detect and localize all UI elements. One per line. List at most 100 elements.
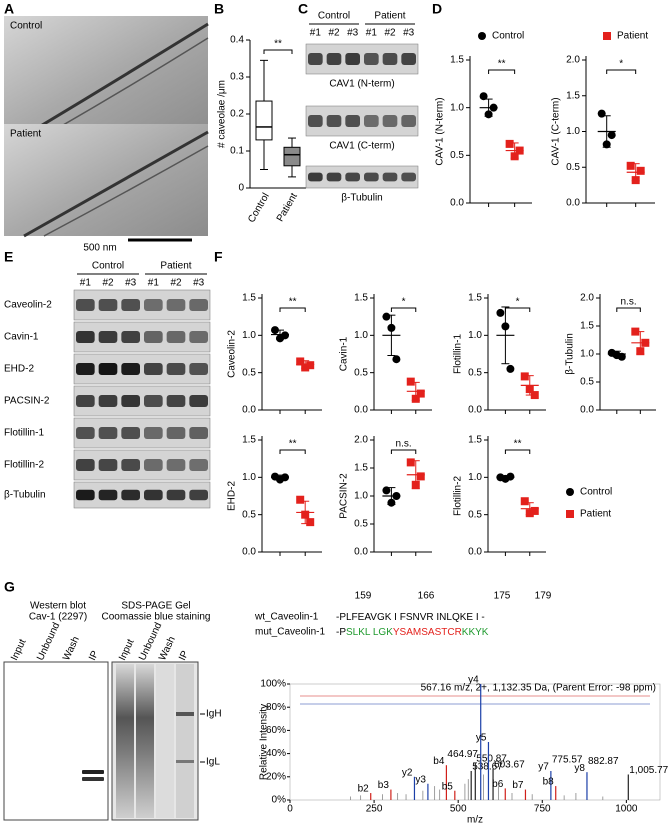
band [166, 459, 186, 471]
ip-band [82, 770, 104, 774]
y-tick-label: 0.5 [242, 367, 256, 378]
band [308, 115, 323, 127]
ion-label: y5 [476, 733, 487, 744]
significance: * [619, 59, 623, 70]
lane-label: #1 [80, 278, 92, 289]
lane-label: #2 [102, 278, 114, 289]
legend-marker [566, 510, 574, 518]
blot [73, 289, 211, 321]
data-point [406, 458, 415, 467]
box [283, 146, 301, 167]
y-tick-label: 2.0 [354, 435, 368, 446]
data-point [382, 312, 391, 321]
axis [585, 56, 655, 204]
data-point [416, 472, 425, 481]
data-point [520, 497, 529, 506]
data-point [271, 326, 279, 335]
y-tick-label: 1.0 [468, 472, 482, 483]
gel-title: SDS-PAGE Gel [121, 601, 190, 612]
data-point [617, 352, 626, 361]
y-tick-label: 0.5 [354, 519, 368, 530]
y-tick-label: 0.5 [354, 367, 368, 378]
y-tick-label: 0.5 [450, 150, 464, 161]
y-tick-label: 1.0 [450, 102, 464, 113]
panel-label: A [4, 1, 14, 17]
data-point [479, 92, 488, 101]
ion-label: b7 [512, 780, 524, 791]
y-tick-label: 1.5 [450, 55, 464, 66]
gel-lane [156, 664, 174, 818]
lane-label: #2 [170, 278, 182, 289]
membrane [23, 22, 209, 138]
data-point [597, 109, 606, 118]
lane-label: Input [9, 637, 28, 662]
y-tick-label: 0.0 [354, 547, 368, 558]
group-label: Patient [160, 261, 191, 272]
ion-label: b3 [378, 780, 390, 791]
y-tick-label: 0.0 [468, 547, 482, 558]
band [326, 53, 342, 65]
ion-label: b5 [442, 781, 454, 792]
significance: ** [274, 39, 282, 50]
ion-label: y8 [574, 763, 585, 774]
y-tick-label: 1.5 [566, 90, 580, 101]
lane-label: #3 [403, 28, 415, 39]
gel-title: Coomassie blue staining [102, 612, 211, 623]
y-axis-label: Flotillin-1 [453, 334, 464, 374]
lane-label: #3 [347, 28, 359, 39]
blot-title: Western blot [30, 601, 86, 612]
lane-label: #2 [384, 28, 396, 39]
significance-bracket [488, 69, 516, 74]
residue-number: 175 [494, 591, 511, 602]
band [189, 299, 208, 311]
box [255, 100, 273, 141]
y-tick-label: 1.0 [468, 330, 482, 341]
band [166, 427, 186, 439]
band [121, 489, 140, 501]
band [144, 395, 163, 407]
band [189, 459, 208, 471]
y-tick-label: 1.5 [242, 435, 256, 446]
x-tick-label: 750 [534, 804, 551, 815]
gel-lane [176, 664, 194, 818]
data-point [520, 372, 529, 381]
y-tick-label: 0.1 [230, 146, 244, 157]
y-tick-label: 1.0 [580, 349, 594, 360]
scale-bar-label: 500 nm [83, 243, 116, 254]
lane-label: #3 [125, 278, 137, 289]
data-point [406, 377, 415, 386]
band [144, 299, 163, 311]
band [121, 363, 140, 375]
band [98, 331, 118, 343]
gel-lane [136, 664, 154, 818]
y-tick-label: 80% [266, 702, 286, 713]
em-image [4, 124, 208, 236]
y-tick-label: 1.5 [468, 293, 482, 304]
y-tick-label: 1.0 [354, 491, 368, 502]
lane-label: Unbound [35, 621, 62, 662]
band [382, 53, 398, 65]
blot-label: CAV1 (N-term) [329, 79, 394, 90]
lane-label: IP [177, 649, 191, 663]
band [401, 115, 416, 127]
band [144, 459, 163, 471]
band [76, 363, 95, 375]
y-tick-label: 1.0 [242, 472, 256, 483]
significance: * [516, 297, 520, 308]
band [76, 459, 95, 471]
significance-bracket [504, 449, 531, 454]
lane-label: #1 [148, 278, 160, 289]
x-tick-label: Patient [275, 191, 300, 224]
data-point [416, 389, 425, 398]
band [121, 395, 140, 407]
data-point [296, 495, 305, 504]
y-tick-label: 20% [266, 771, 286, 782]
band [166, 363, 186, 375]
y-axis-label: Flotillin-2 [453, 476, 464, 516]
residue-number: 159 [355, 591, 372, 602]
y-tick-label: 0.5 [580, 377, 594, 388]
band [364, 53, 379, 65]
y-axis-label: # caveolae /μm [217, 80, 228, 148]
blot-label: PACSIN-2 [4, 396, 50, 407]
band [166, 331, 186, 343]
